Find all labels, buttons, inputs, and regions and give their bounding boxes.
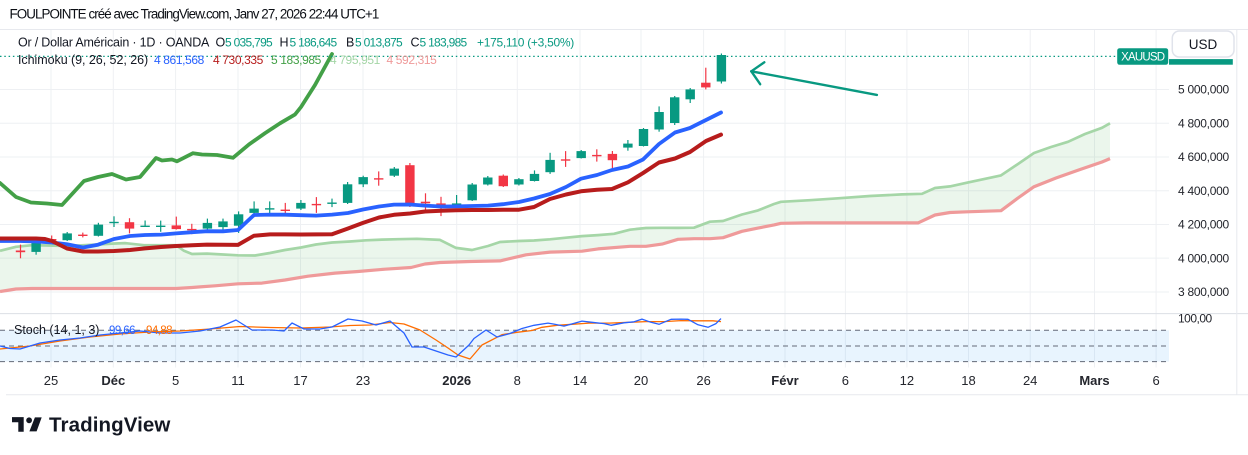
svg-text:FOULPOINTE créé avec TradingVi: FOULPOINTE créé avec TradingView.com, Ja… — [10, 7, 379, 22]
svg-text:5: 5 — [172, 373, 179, 388]
svg-text:USD: USD — [1189, 37, 1218, 52]
svg-text:Or / Dollar Américain · 1D · O: Or / Dollar Américain · 1D · OANDA O5 035… — [18, 36, 574, 50]
svg-text:12: 12 — [900, 373, 914, 388]
svg-text:23: 23 — [356, 373, 370, 388]
svg-text:6: 6 — [1152, 373, 1159, 388]
svg-text:4 600,000: 4 600,000 — [1178, 150, 1230, 164]
svg-text:100,00: 100,00 — [1178, 312, 1213, 326]
svg-text:3 800,000: 3 800,000 — [1178, 285, 1230, 299]
svg-text:18: 18 — [961, 373, 975, 388]
svg-text:4 400,000: 4 400,000 — [1178, 184, 1230, 198]
svg-text:14: 14 — [573, 373, 587, 388]
svg-text:4 000,000: 4 000,000 — [1178, 251, 1230, 265]
svg-text:17: 17 — [293, 373, 307, 388]
svg-text:20: 20 — [634, 373, 648, 388]
svg-text:2026: 2026 — [442, 373, 471, 388]
svg-text:24: 24 — [1023, 373, 1037, 388]
svg-text:Déc: Déc — [101, 373, 125, 388]
svg-text:11: 11 — [231, 373, 245, 388]
svg-text:Févr: Févr — [771, 373, 798, 388]
svg-text:4 800,000: 4 800,000 — [1178, 117, 1230, 131]
svg-text:25: 25 — [44, 373, 58, 388]
svg-text:5 000,000: 5 000,000 — [1178, 83, 1230, 97]
svg-text:6: 6 — [842, 373, 849, 388]
svg-text:8: 8 — [514, 373, 521, 388]
svg-text:TradingView: TradingView — [49, 414, 170, 437]
svg-text:XAUUSD: XAUUSD — [1121, 52, 1165, 64]
svg-text:4 200,000: 4 200,000 — [1178, 218, 1230, 232]
svg-text:Ichimoku (9, 26, 52, 26)4 861,: Ichimoku (9, 26, 52, 26) 4 861,568 4 730,3… — [18, 53, 437, 67]
svg-text:Mars: Mars — [1079, 373, 1109, 388]
svg-text:26: 26 — [696, 373, 710, 388]
